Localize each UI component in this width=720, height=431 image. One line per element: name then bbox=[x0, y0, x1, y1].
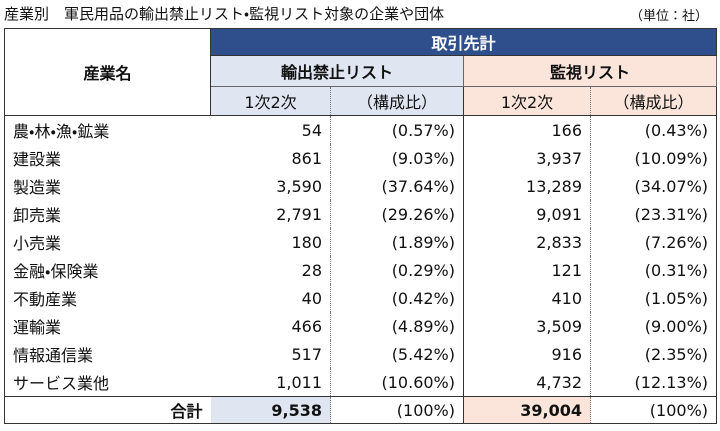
ratio: (4.89%) bbox=[391, 316, 455, 336]
industry: 情報通信業 bbox=[13, 346, 94, 365]
ratio: (0.29%) bbox=[391, 260, 455, 280]
count: 2,791 bbox=[210, 200, 331, 228]
table-body: 農・林・漁・鉱業 54 (0.57%) 166 (0.43%) 建設業 861 (9.03%)… bbox=[4, 115, 717, 424]
count: 2,833 bbox=[463, 228, 591, 256]
ratio: (12.13%) bbox=[634, 372, 709, 392]
row: 農・林・漁・鉱業 54 (0.57%) 166 (0.43%) bbox=[5, 115, 717, 144]
industry: 建設業 bbox=[13, 150, 62, 169]
industry: 運輸業 bbox=[13, 318, 62, 337]
row: 小売業 180 (1.89%) 2,833 (7.26%) bbox=[5, 228, 717, 256]
count: 54 bbox=[210, 115, 331, 144]
count: 410 bbox=[463, 284, 591, 312]
total-row: 合計 9,538 (100%) 39,004 (100%) bbox=[4, 396, 717, 424]
row: 情報通信業 517 (5.42%) 916 (2.35%) bbox=[5, 340, 717, 368]
list-header: 輸出禁止リスト bbox=[210, 55, 464, 87]
ratio: (1.05%) bbox=[644, 288, 709, 308]
count: 39,004 bbox=[463, 396, 591, 424]
industry: 農・林・漁・鉱業 bbox=[13, 122, 110, 141]
ratio: (100%) bbox=[590, 396, 717, 424]
count: 9,538 bbox=[210, 396, 331, 424]
ratio: (9.00%) bbox=[644, 316, 709, 336]
count: 40 bbox=[210, 284, 331, 312]
sub-header: （構成比） bbox=[590, 86, 717, 116]
sub-header: 1次2次 bbox=[463, 86, 591, 116]
sub-header: 1次2次 bbox=[210, 86, 331, 116]
row: 金融・保険業 28 (0.29%) 121 (0.31%) bbox=[5, 256, 717, 284]
row: 運輸業 466 (4.89%) 3,509 (9.00%) bbox=[5, 312, 717, 340]
count: 3,937 bbox=[463, 144, 591, 172]
name-header: 産業名 bbox=[4, 28, 211, 116]
industry: 卸売業 bbox=[13, 206, 62, 225]
industry: 金融・保険業 bbox=[13, 262, 99, 281]
row: 不動産業 40 (0.42%) 410 (1.05%) bbox=[5, 284, 717, 312]
count: 3,590 bbox=[210, 172, 331, 200]
ratio: (0.57%) bbox=[391, 120, 455, 140]
ratio: (34.07%) bbox=[634, 176, 709, 196]
ratio: (10.60%) bbox=[381, 372, 456, 392]
ratio: (0.31%) bbox=[644, 260, 709, 280]
industry: 不動産業 bbox=[13, 290, 78, 309]
count: 916 bbox=[463, 340, 591, 368]
ratio: (0.43%) bbox=[644, 120, 709, 140]
ratio: (2.35%) bbox=[644, 344, 709, 364]
title: 産業別 軍民用品の輸出禁止リスト・監視リスト対象の企業や団体 bbox=[4, 5, 445, 23]
ratio: (5.42%) bbox=[391, 344, 455, 364]
ratio: (0.42%) bbox=[391, 288, 455, 308]
count: 180 bbox=[210, 228, 331, 256]
ratio: (37.64%) bbox=[381, 176, 456, 196]
row: 製造業 3,590 (37.64%) 13,289 (34.07%) bbox=[5, 172, 717, 200]
ratio: (10.09%) bbox=[634, 148, 709, 168]
group-header: 取引先計 bbox=[209, 28, 718, 56]
industry: 製造業 bbox=[13, 178, 62, 197]
count: 166 bbox=[463, 115, 591, 144]
count: 861 bbox=[210, 144, 331, 172]
count: 1,011 bbox=[210, 368, 331, 397]
count: 28 bbox=[210, 256, 331, 284]
count: 517 bbox=[210, 340, 331, 368]
row: 建設業 861 (9.03%) 3,937 (10.09%) bbox=[5, 144, 717, 172]
unit: （単位：社） bbox=[629, 9, 708, 24]
count: 4,732 bbox=[463, 368, 591, 397]
ratio: (7.26%) bbox=[644, 232, 709, 252]
industry: 小売業 bbox=[13, 234, 62, 253]
ratio: (9.03%) bbox=[391, 148, 455, 168]
count: 13,289 bbox=[463, 172, 591, 200]
total-label: 合計 bbox=[4, 396, 211, 424]
ratio: (1.89%) bbox=[391, 232, 455, 252]
count: 9,091 bbox=[463, 200, 591, 228]
list-header: 監視リスト bbox=[462, 55, 718, 87]
count: 466 bbox=[210, 312, 331, 340]
count: 3,509 bbox=[463, 312, 591, 340]
sub-header: （構成比） bbox=[330, 86, 464, 116]
ratio: (23.31%) bbox=[634, 204, 709, 224]
row: 卸売業 2,791 (29.26%) 9,091 (23.31%) bbox=[5, 200, 717, 228]
ratio: (100%) bbox=[330, 396, 464, 424]
industry: サービス業他 bbox=[13, 374, 110, 393]
count: 121 bbox=[463, 256, 591, 284]
row: サービス業他 1,011 (10.60%) 4,732 (12.13%) bbox=[5, 368, 717, 397]
table: 産業名 取引先計 輸出禁止リスト 監視リスト 1次2次 （構成比） 1次2次 （… bbox=[4, 28, 718, 424]
ratio: (29.26%) bbox=[381, 204, 456, 224]
